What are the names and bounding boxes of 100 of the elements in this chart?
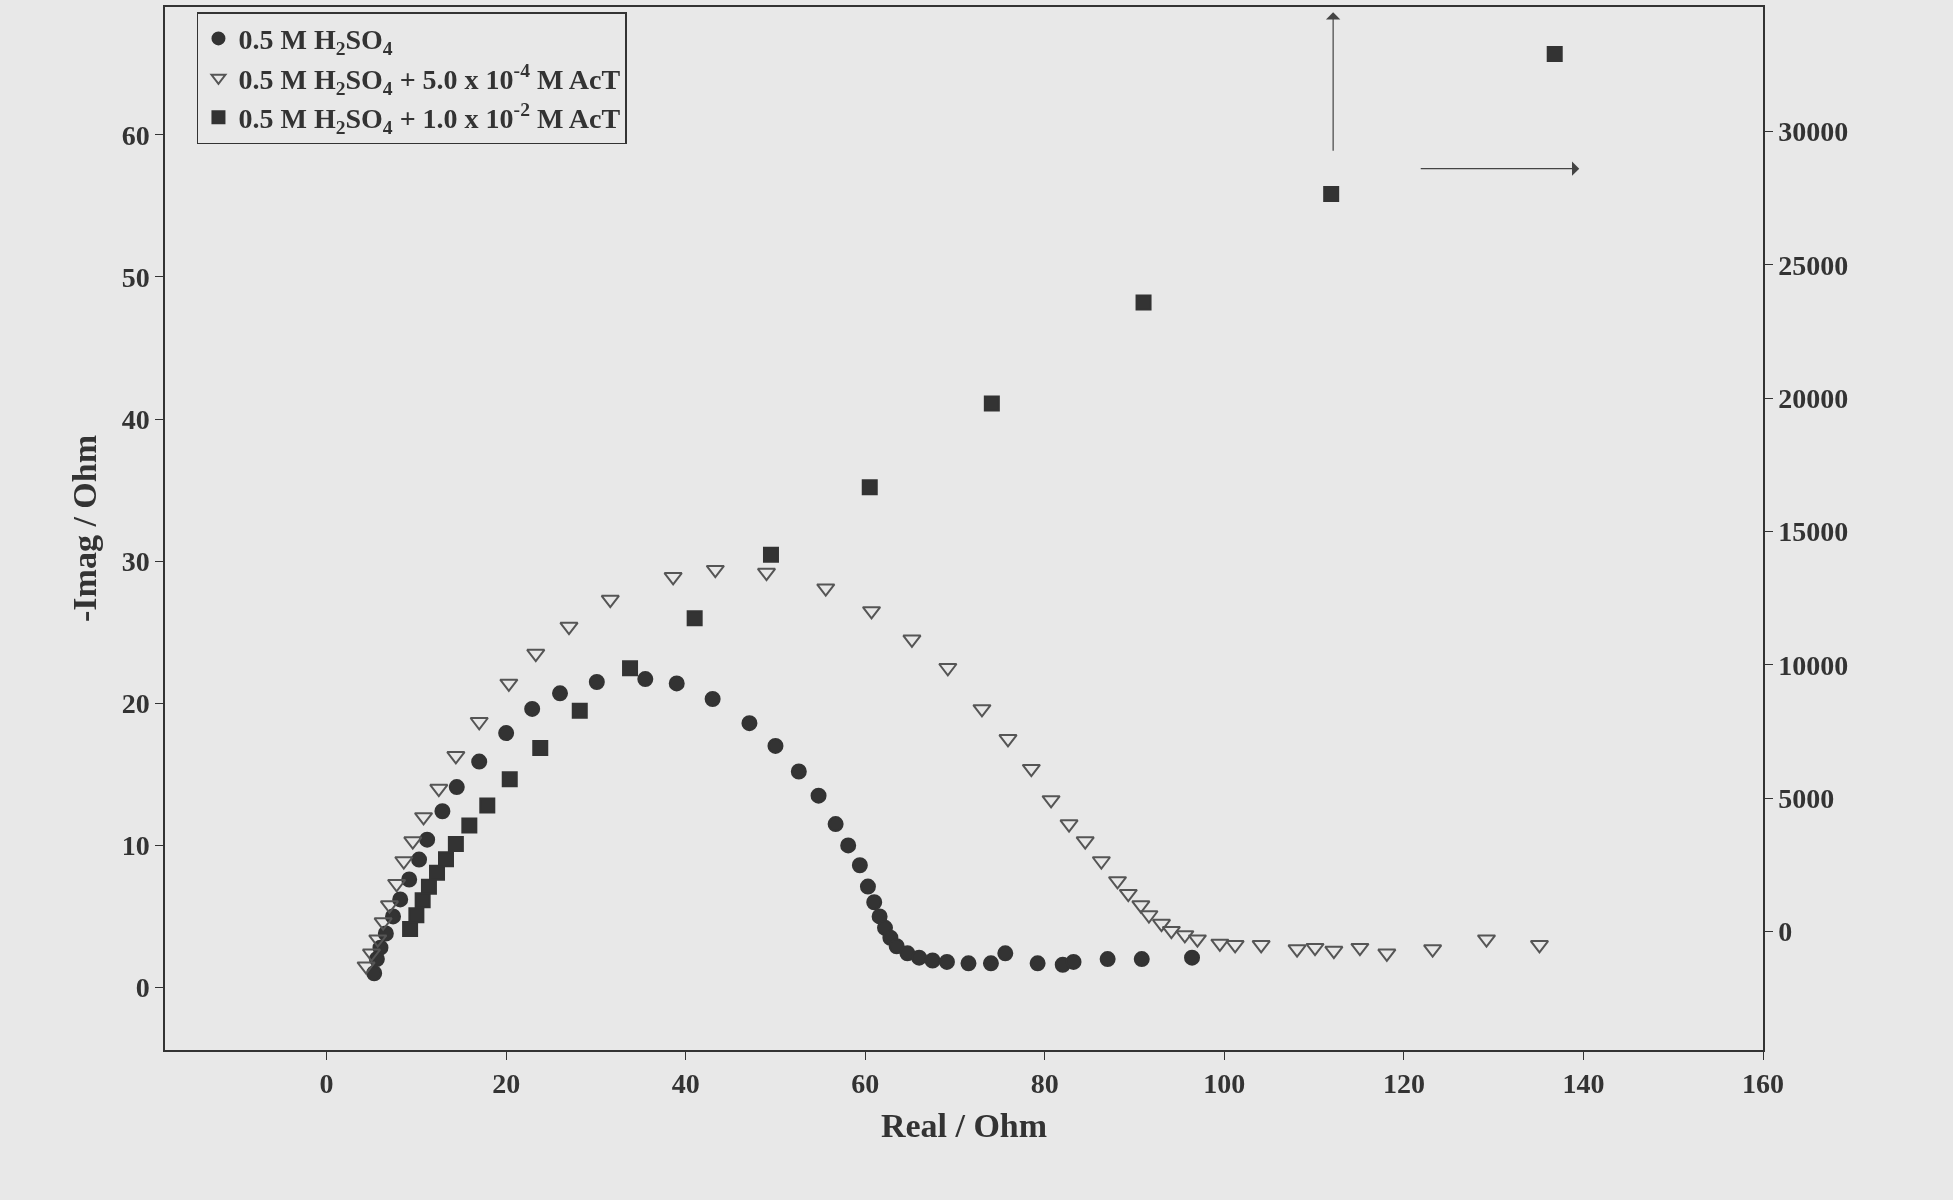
y-axis-title: -Imag / Ohm: [65, 435, 103, 622]
point: [419, 831, 436, 848]
point: [1210, 938, 1230, 952]
point: [938, 663, 958, 677]
point: [373, 917, 393, 931]
point: [1225, 940, 1245, 954]
point: [762, 546, 779, 563]
point: [368, 934, 388, 948]
point: [972, 704, 992, 718]
point: [1118, 888, 1138, 903]
point: [446, 751, 466, 765]
point: [532, 740, 549, 757]
point: [622, 660, 639, 677]
point: [816, 583, 836, 597]
x-tick-label: 120: [1382, 1068, 1425, 1100]
point: [498, 725, 515, 742]
point: [461, 817, 478, 834]
point: [668, 675, 685, 692]
point: [403, 836, 423, 850]
point: [924, 952, 941, 969]
point: [686, 610, 703, 627]
x-tick-label: 20: [492, 1068, 521, 1100]
point: [790, 763, 807, 780]
point: [434, 803, 451, 820]
x-tick-label: 60: [851, 1068, 880, 1100]
point: [840, 837, 857, 854]
point: [1251, 940, 1271, 954]
point: [524, 700, 541, 717]
point: [1099, 951, 1116, 968]
y2-tick-label: 25000: [1778, 249, 1849, 281]
point: [983, 395, 1000, 412]
point: [1287, 944, 1307, 958]
point: [938, 953, 955, 970]
point: [911, 949, 928, 966]
point: [1075, 836, 1095, 850]
x-axis-title: Real / Ohm: [880, 1107, 1048, 1145]
point: [756, 567, 777, 582]
point: [356, 961, 376, 975]
legend-label: 0.5 M H$_{2}$SO$_{4}$ + 1.0 x 10$^{-2}$ M AcT: [238, 99, 621, 139]
point: [1139, 910, 1159, 924]
y-tick-label: 20: [121, 688, 150, 720]
point: [859, 878, 876, 895]
point: [1324, 945, 1344, 960]
y-tick-label: 0: [135, 972, 150, 1004]
y-tick-label: 40: [121, 403, 150, 435]
x-tick-label: 80: [1030, 1068, 1059, 1100]
y-tick-label: 50: [121, 261, 150, 293]
point: [1323, 186, 1340, 203]
y2-tick-label: 15000: [1778, 516, 1849, 548]
point: [471, 753, 488, 770]
point: [448, 779, 465, 796]
point: [552, 685, 569, 702]
point: [401, 871, 418, 888]
y-tick-label: 60: [121, 119, 150, 151]
point: [1059, 819, 1079, 833]
point: [1021, 763, 1041, 778]
point: [1133, 951, 1150, 968]
point: [827, 816, 844, 833]
legend-label: 0.5 M H$_{2}$SO$_{4}$: [238, 24, 393, 60]
point: [810, 787, 827, 804]
point: [1350, 942, 1370, 957]
y2-tick-label: 30000: [1778, 116, 1849, 148]
point: [705, 564, 725, 579]
point: [479, 797, 496, 814]
point: [447, 836, 464, 853]
point: [1029, 955, 1046, 972]
point: [861, 479, 878, 496]
point: [600, 594, 620, 609]
y2-tick-label: 20000: [1778, 383, 1849, 415]
point: [526, 648, 546, 663]
point: [866, 894, 883, 911]
point: [1135, 294, 1152, 311]
point: [588, 673, 605, 690]
legend-label: 0.5 M H$_{2}$SO$_{4}$ + 5.0 x 10$^{-4}$ M AcT: [238, 59, 621, 99]
point: [902, 634, 922, 648]
point: [559, 621, 579, 636]
x-tick-label: 100: [1203, 1068, 1246, 1100]
y2-tick-label: 5000: [1778, 782, 1835, 814]
x-tick-label: 40: [671, 1068, 700, 1100]
x-tick-label: 140: [1562, 1068, 1605, 1100]
point: [960, 955, 977, 972]
point: [998, 734, 1018, 748]
point: [888, 938, 905, 955]
y-tick-label: 10: [121, 830, 150, 862]
point: [851, 857, 868, 874]
point: [1175, 930, 1195, 944]
x-tick-label: 160: [1742, 1068, 1784, 1100]
point: [741, 715, 758, 732]
point: [402, 921, 419, 938]
point: [408, 907, 425, 924]
point: [571, 702, 588, 719]
point: [704, 691, 721, 708]
y2-tick-label: 10000: [1778, 649, 1849, 681]
point: [394, 856, 414, 870]
point: [438, 851, 454, 868]
point: [997, 945, 1014, 962]
point: [501, 771, 518, 788]
point: [411, 851, 428, 868]
point: [1131, 900, 1151, 914]
point: [982, 955, 999, 972]
